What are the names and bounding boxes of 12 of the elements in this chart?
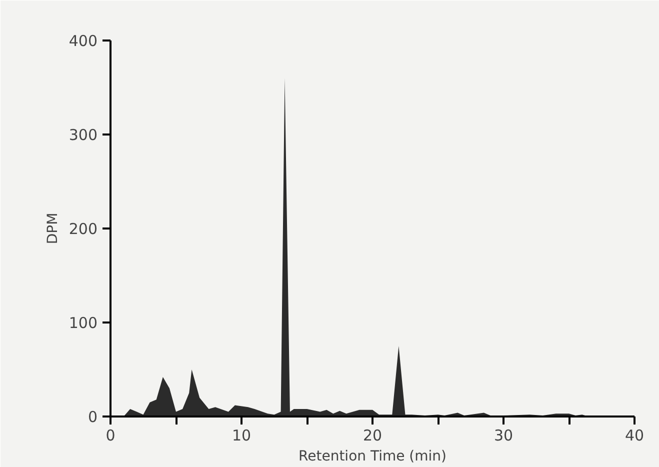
x-tick-label: 30 xyxy=(494,426,514,444)
y-axis-title: DPM xyxy=(44,212,61,244)
x-tick-label: 20 xyxy=(362,426,382,444)
x-tick-label: 0 xyxy=(106,426,116,444)
x-tick-label: 40 xyxy=(624,426,644,444)
x-axis-title: Retention Time (min) xyxy=(298,448,447,464)
x-tick-label: 10 xyxy=(232,426,252,444)
y-tick-label: 0 xyxy=(88,408,98,426)
y-tick-label: 300 xyxy=(68,126,98,144)
y-tick-label: 400 xyxy=(68,32,98,50)
y-tick-label: 100 xyxy=(68,314,98,332)
y-tick-label: 200 xyxy=(68,220,98,238)
